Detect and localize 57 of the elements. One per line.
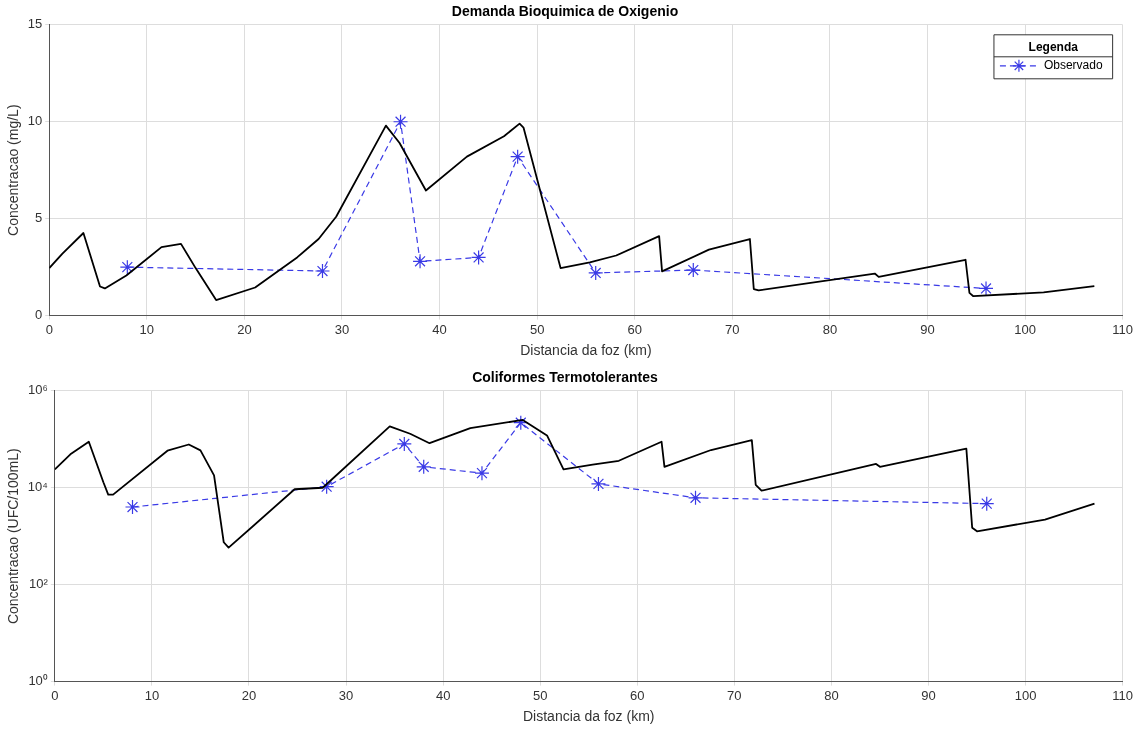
x-tick-label: 20 (241, 687, 257, 703)
x-tick-label: 70 (725, 321, 740, 337)
x-tick-label: 50 (532, 687, 548, 703)
x-tick-label: 0 (51, 687, 59, 703)
point (416, 459, 432, 475)
x-tick-label: 90 (920, 321, 935, 337)
point (319, 479, 335, 495)
x-tick-label: 10 (139, 321, 155, 337)
point (314, 263, 331, 279)
chart-title: Coliformes Termotolerantes (472, 369, 659, 386)
x-tick-label: 110 (1112, 687, 1133, 703)
point (513, 415, 529, 431)
point (685, 262, 701, 278)
x-tick-label: 30 (338, 687, 354, 703)
y-tick-label: 0 (35, 307, 43, 323)
point (124, 499, 141, 515)
legend-label: Observado (1043, 58, 1103, 73)
y-tick-label: 10⁴ (27, 479, 48, 495)
point (510, 149, 526, 165)
x-tick-label: 40 (435, 687, 451, 703)
x-axis-title: Distancia da foz (km) (523, 708, 655, 725)
y-tick-label: 10⁰ (28, 673, 48, 689)
x-tick-label: 70 (727, 687, 742, 703)
x-tick-label: 80 (822, 321, 838, 337)
point (119, 259, 135, 275)
x-tick-label: 30 (334, 321, 350, 337)
x-tick-label: 90 (921, 687, 936, 703)
y-tick-label: 15 (27, 16, 43, 32)
legend-title: Legenda (1028, 40, 1079, 55)
x-tick-label: 80 (824, 687, 839, 703)
y-tick-label: 10 (27, 113, 43, 129)
point (392, 114, 409, 130)
x-tick-label: 50 (529, 321, 545, 337)
point (471, 249, 487, 266)
x-tick-label: 40 (432, 321, 447, 337)
point (687, 490, 704, 506)
chart-title: Demanda Bioquimica de Oxigenio (451, 3, 679, 20)
point (396, 436, 412, 452)
y-axis-title: Concentracao (UFC/100mL) (5, 448, 22, 625)
x-tick-label: 110 (1112, 321, 1133, 337)
y-tick-label: 10⁶ (28, 382, 48, 398)
x-tick-label: 60 (627, 321, 642, 337)
point (474, 465, 490, 481)
point (590, 476, 607, 492)
point (978, 280, 994, 297)
point (412, 253, 428, 269)
x-tick-label: 60 (630, 687, 645, 703)
point (588, 265, 604, 281)
point (979, 496, 995, 512)
y-tick-label: 10² (29, 576, 49, 592)
x-axis-title: Distancia da foz (km) (520, 342, 652, 359)
x-tick-label: 10 (144, 687, 160, 703)
y-tick-label: 5 (35, 210, 43, 226)
y-axis-title: Concentracao (mg/L) (5, 104, 22, 236)
x-tick-label: 20 (237, 321, 252, 337)
x-tick-label: 100 (1014, 321, 1036, 337)
x-tick-label: 100 (1014, 687, 1037, 703)
